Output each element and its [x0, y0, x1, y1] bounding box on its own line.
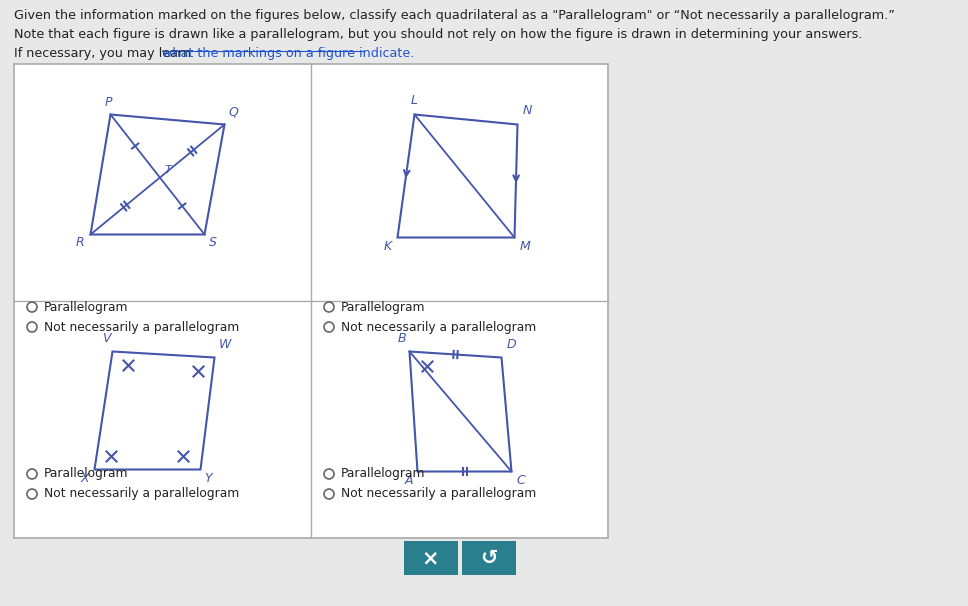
Text: Note that each figure is drawn like a parallelogram, but you should not rely on : Note that each figure is drawn like a pa… [14, 28, 862, 41]
Text: Parallelogram: Parallelogram [44, 467, 129, 481]
Text: T: T [165, 165, 171, 175]
Text: N: N [523, 104, 531, 118]
Text: Not necessarily a parallelogram: Not necessarily a parallelogram [44, 321, 239, 333]
Text: B: B [398, 331, 407, 344]
Text: Given the information marked on the figures below, classify each quadrilateral a: Given the information marked on the figu… [14, 9, 894, 22]
Bar [404, 541, 458, 575]
Text: Not necessarily a parallelogram: Not necessarily a parallelogram [341, 487, 536, 501]
Bar [14, 64, 608, 538]
Text: C: C [517, 473, 526, 487]
Text: L: L [411, 95, 418, 107]
Text: W: W [219, 338, 231, 350]
Text: If necessary, you may learn: If necessary, you may learn [14, 47, 196, 60]
Text: D: D [506, 338, 516, 350]
Text: K: K [383, 239, 391, 253]
Text: Y: Y [204, 471, 212, 485]
Bar [462, 541, 516, 575]
Text: M: M [520, 239, 530, 253]
Text: S: S [208, 236, 217, 250]
Text: X: X [81, 471, 89, 485]
Text: V: V [102, 331, 110, 344]
Text: Not necessarily a parallelogram: Not necessarily a parallelogram [341, 321, 536, 333]
Text: Parallelogram: Parallelogram [44, 301, 129, 313]
Text: Q: Q [228, 105, 238, 119]
Text: A: A [405, 473, 413, 487]
Text: Parallelogram: Parallelogram [341, 467, 426, 481]
Text: Not necessarily a parallelogram: Not necessarily a parallelogram [44, 487, 239, 501]
Text: ×: × [422, 548, 439, 568]
Text: R: R [76, 236, 84, 250]
Text: Parallelogram: Parallelogram [341, 301, 426, 313]
Text: ↺: ↺ [480, 548, 498, 568]
Text: P: P [105, 96, 112, 108]
Text: what the markings on a figure indicate.: what the markings on a figure indicate. [162, 47, 414, 60]
